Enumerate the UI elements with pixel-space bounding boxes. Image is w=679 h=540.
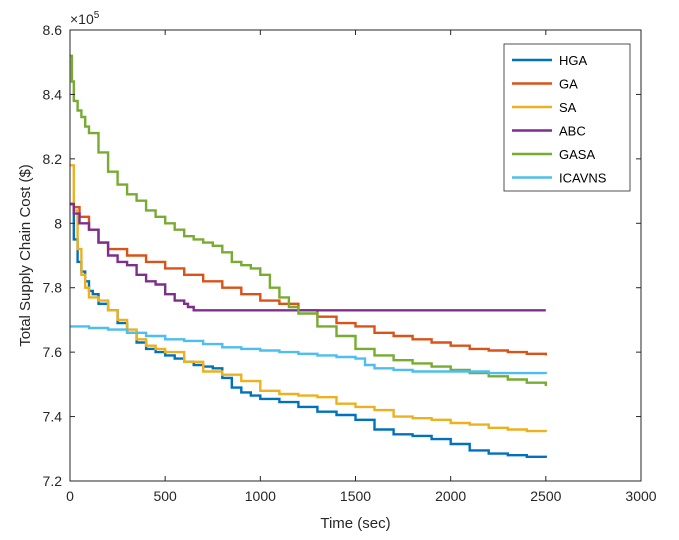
y-exponent-power: 5 xyxy=(94,10,100,21)
series-line-abc xyxy=(70,202,546,312)
x-tick-label: 500 xyxy=(153,488,177,504)
legend-label: GASA xyxy=(559,147,595,162)
series-line-hga xyxy=(70,202,547,458)
series-lines xyxy=(70,54,547,458)
legend-label: ICAVNS xyxy=(559,171,607,186)
series-line-icavns xyxy=(70,325,547,375)
series-line-gasa xyxy=(70,54,547,386)
y-tick-label: 7.6 xyxy=(43,344,63,360)
y-tick-label: 8 xyxy=(54,215,62,231)
y-axis-label: Total Supply Chain Cost ($) xyxy=(17,164,34,347)
y-tick-label: 7.2 xyxy=(43,473,63,489)
y-exponent-base: ×10 xyxy=(70,11,94,27)
legend-label: ABC xyxy=(559,124,586,139)
y-tick-label: 8.2 xyxy=(43,151,63,167)
y-tick-label: 8.6 xyxy=(43,22,63,38)
y-tick-label: 7.8 xyxy=(43,280,63,296)
x-tick-label: 1000 xyxy=(245,488,276,504)
x-tick-label: 2000 xyxy=(435,488,466,504)
x-tick-label: 1500 xyxy=(340,488,371,504)
series-line-sa xyxy=(70,164,547,433)
legend-label: GA xyxy=(559,77,578,92)
x-axis-label: Time (sec) xyxy=(320,515,390,532)
y-tick-label: 7.4 xyxy=(43,409,63,425)
legend-box xyxy=(503,43,631,192)
legend-label: SA xyxy=(559,100,577,115)
y-axis-ticks: 7.2 7.4 7.6 7.8 8 8.2 8.4 8.6 xyxy=(43,22,641,489)
y-tick-label: 8.4 xyxy=(43,86,63,102)
x-tick-label: 2500 xyxy=(530,488,561,504)
x-axis-ticks: 0 500 1000 1500 2000 2500 3000 xyxy=(66,30,657,504)
y-exponent-label: ×105 xyxy=(70,10,100,27)
x-tick-label: 3000 xyxy=(625,488,656,504)
legend-label: HGA xyxy=(559,53,588,68)
x-tick-label: 0 xyxy=(66,488,74,504)
